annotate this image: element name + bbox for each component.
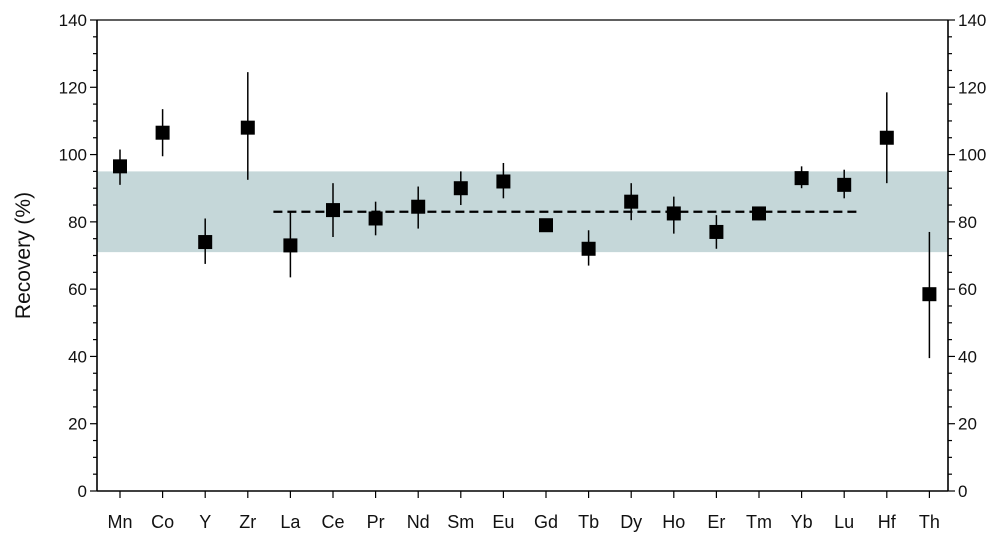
data-point-mn bbox=[113, 159, 127, 174]
x-tick-label-mn: Mn bbox=[107, 512, 132, 532]
data-point-pr bbox=[368, 211, 383, 226]
x-tick-label-pr: Pr bbox=[367, 512, 385, 532]
x-tick-label-eu: Eu bbox=[492, 512, 514, 532]
y-tick-label-right: 60 bbox=[958, 280, 977, 299]
data-point-yb bbox=[794, 171, 809, 186]
x-tick-label-tb: Tb bbox=[578, 512, 599, 532]
data-point-ce bbox=[326, 203, 340, 218]
x-tick-label-y: Y bbox=[199, 512, 211, 532]
x-tick-label-gd: Gd bbox=[534, 512, 558, 532]
y-tick-label-left: 100 bbox=[59, 146, 87, 165]
x-tick-label-th: Th bbox=[919, 512, 940, 532]
y-tick-label-right: 140 bbox=[958, 11, 986, 30]
y-axis-title: Recovery (%) bbox=[12, 192, 35, 319]
x-tick-label-ce: Ce bbox=[321, 512, 344, 532]
data-point-lu bbox=[837, 177, 852, 192]
data-point-ho bbox=[666, 206, 681, 221]
data-point-th bbox=[922, 287, 937, 302]
data-point-y bbox=[198, 235, 213, 250]
x-tick-label-nd: Nd bbox=[407, 512, 430, 532]
y-tick-label-left: 120 bbox=[59, 78, 87, 97]
x-tick-label-ho: Ho bbox=[662, 512, 685, 532]
x-tick-label-co: Co bbox=[151, 512, 174, 532]
data-point-eu bbox=[496, 174, 511, 189]
x-tick-label-dy: Dy bbox=[620, 512, 642, 532]
x-tick-label-sm: Sm bbox=[447, 512, 474, 532]
y-tick-label-right: 100 bbox=[958, 146, 986, 165]
x-tick-label-zr: Zr bbox=[239, 512, 256, 532]
y-tick-label-left: 60 bbox=[68, 280, 87, 299]
data-point-hf bbox=[879, 130, 894, 145]
data-point-nd bbox=[411, 199, 426, 214]
data-point-la bbox=[283, 238, 298, 253]
y-tick-label-left: 40 bbox=[68, 347, 87, 366]
data-point-gd bbox=[539, 218, 553, 233]
y-tick-label-right: 120 bbox=[958, 78, 986, 97]
x-tick-label-er: Er bbox=[707, 512, 725, 532]
data-point-co bbox=[155, 125, 170, 140]
data-point-tb bbox=[581, 241, 596, 256]
y-tick-label-right: 80 bbox=[958, 213, 977, 232]
data-point-er bbox=[709, 224, 724, 239]
data-point-tm bbox=[752, 206, 766, 221]
data-point-sm bbox=[453, 181, 468, 196]
x-tick-label-hf: Hf bbox=[878, 512, 897, 532]
x-tick-label-la: La bbox=[280, 512, 301, 532]
data-point-dy bbox=[624, 194, 639, 209]
x-tick-label-yb: Yb bbox=[791, 512, 813, 532]
y-tick-label-right: 40 bbox=[958, 347, 977, 366]
data-point-zr bbox=[240, 120, 255, 135]
y-tick-label-left: 80 bbox=[68, 213, 87, 232]
y-tick-label-left: 140 bbox=[59, 11, 87, 30]
x-tick-label-tm: Tm bbox=[746, 512, 772, 532]
y-tick-label-right: 20 bbox=[958, 415, 977, 434]
y-tick-label-right: 0 bbox=[958, 482, 967, 501]
y-tick-label-left: 0 bbox=[78, 482, 87, 501]
y-tick-label-left: 20 bbox=[68, 415, 87, 434]
x-tick-label-lu: Lu bbox=[834, 512, 854, 532]
